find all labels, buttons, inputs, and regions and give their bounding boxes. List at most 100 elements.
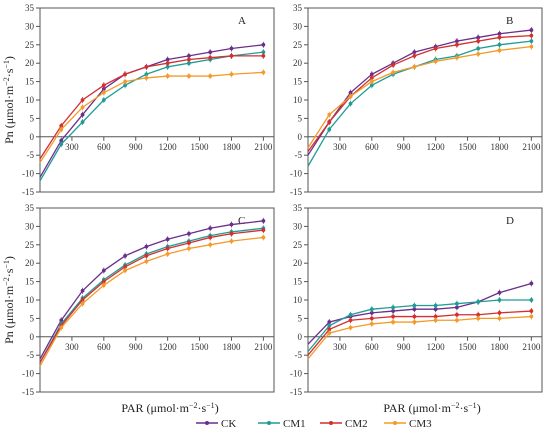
- series-line: [307, 45, 532, 149]
- y-tick-label: 15: [25, 77, 35, 87]
- y-tick-label: -15: [290, 387, 302, 397]
- legend-marker: [329, 421, 333, 425]
- data-point: [187, 61, 191, 66]
- series-line: [307, 315, 532, 360]
- data-point: [59, 142, 64, 147]
- y-axis-label-part: Pn (μmol·m: [2, 85, 16, 144]
- data-point: [123, 268, 127, 273]
- data-point: [144, 244, 149, 249]
- y-tick-label: 5: [30, 113, 35, 123]
- data-point: [187, 74, 191, 78]
- x-tick-label: 1200: [159, 142, 178, 152]
- y-tick-label: 25: [293, 240, 303, 250]
- data-point: [187, 57, 191, 62]
- data-point: [165, 246, 170, 251]
- series-cm1: [307, 297, 534, 352]
- series-cm3: [39, 234, 266, 367]
- data-point: [348, 312, 353, 317]
- x-axis-label-part: ): [477, 401, 481, 415]
- data-point: [101, 90, 106, 95]
- data-point: [497, 310, 502, 315]
- x-axis-label: PAR (μmol·m−2·s−1): [121, 401, 218, 416]
- series-cm3: [307, 43, 534, 149]
- y-tick-label: -10: [22, 369, 34, 379]
- data-point: [80, 298, 85, 302]
- data-point: [476, 39, 481, 44]
- x-tick-label: 900: [129, 342, 143, 352]
- data-point: [261, 53, 266, 58]
- panel-label: B: [506, 15, 513, 27]
- series-cm3: [307, 313, 534, 360]
- data-point: [261, 228, 266, 232]
- y-tick-label: 30: [293, 221, 303, 231]
- data-point: [123, 83, 127, 88]
- y-tick-label: 35: [293, 203, 303, 213]
- data-point: [455, 318, 459, 323]
- panel-d: -15 -10 -5 0 5 10 15 20 25 30 35 300 600 900 1200 1500 1…: [290, 203, 543, 397]
- data-point: [229, 239, 234, 244]
- data-point: [412, 53, 417, 58]
- x-tick-label: 300: [333, 142, 347, 152]
- y-tick-label: 15: [25, 277, 35, 287]
- data-point: [208, 235, 213, 240]
- y-tick-label: -5: [27, 350, 35, 360]
- y-tick-label: 20: [25, 258, 35, 268]
- y-tick-label: 5: [298, 313, 303, 323]
- data-point: [101, 268, 106, 273]
- data-point: [412, 50, 417, 55]
- x-tick-label: 1800: [222, 342, 241, 352]
- legend-label: CM2: [345, 418, 368, 428]
- data-point: [369, 79, 374, 84]
- data-point: [348, 101, 353, 106]
- legend-item-ck: CK: [196, 418, 236, 428]
- panel-label: A: [238, 15, 246, 27]
- y-tick-label: 10: [25, 95, 35, 105]
- x-tick-label: 1500: [191, 142, 210, 152]
- data-point: [208, 74, 213, 78]
- data-point: [391, 305, 395, 310]
- y-axis-label-part: ): [2, 256, 16, 260]
- y-tick-label: 25: [25, 40, 35, 50]
- data-point: [80, 112, 85, 117]
- series-ck: [39, 217, 266, 360]
- data-point: [144, 72, 149, 77]
- data-point: [187, 53, 191, 58]
- data-point: [59, 127, 64, 132]
- data-point: [348, 325, 353, 330]
- data-point: [369, 83, 374, 88]
- data-point: [229, 231, 234, 236]
- x-tick-label: 1800: [490, 342, 509, 352]
- data-point: [101, 98, 106, 102]
- data-point: [59, 318, 64, 323]
- data-point: [327, 320, 332, 324]
- data-point: [327, 120, 332, 124]
- data-point: [369, 76, 374, 80]
- data-point: [369, 307, 374, 312]
- y-tick-label: 5: [30, 313, 35, 323]
- data-point: [144, 64, 149, 69]
- y-tick-label: -10: [290, 169, 302, 179]
- data-point: [187, 246, 191, 251]
- data-point: [101, 87, 106, 91]
- data-point: [529, 314, 534, 319]
- y-tick-label: -5: [295, 350, 303, 360]
- data-point: [229, 53, 234, 58]
- plot-frame: [39, 7, 275, 193]
- x-tick-label: 300: [65, 342, 79, 352]
- data-point: [433, 303, 438, 308]
- y-tick-label: 10: [293, 295, 303, 305]
- data-point: [327, 331, 332, 336]
- data-point: [433, 59, 438, 64]
- x-tick-label: 1800: [222, 142, 241, 152]
- data-point: [123, 253, 127, 258]
- data-point: [412, 307, 417, 312]
- y-tick-label: 0: [298, 332, 303, 342]
- x-axis-label: PAR (μmol·m−2·s−1): [383, 401, 480, 416]
- data-point: [412, 314, 417, 319]
- panel-label: D: [506, 215, 514, 227]
- series-ck: [39, 41, 266, 178]
- data-point: [261, 235, 266, 240]
- x-axis-label-part: ·s: [198, 401, 207, 415]
- y-tick-label: 30: [25, 21, 35, 31]
